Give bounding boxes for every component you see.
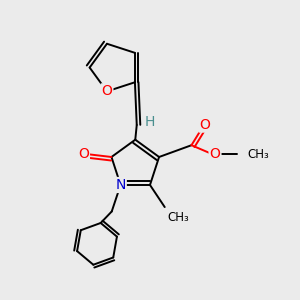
Text: N: N bbox=[116, 178, 126, 192]
Text: H: H bbox=[145, 115, 155, 129]
Text: O: O bbox=[210, 147, 220, 161]
Text: CH₃: CH₃ bbox=[168, 212, 189, 224]
Text: O: O bbox=[101, 84, 112, 98]
Text: O: O bbox=[78, 147, 89, 161]
Text: O: O bbox=[199, 118, 210, 132]
Text: CH₃: CH₃ bbox=[248, 148, 269, 160]
